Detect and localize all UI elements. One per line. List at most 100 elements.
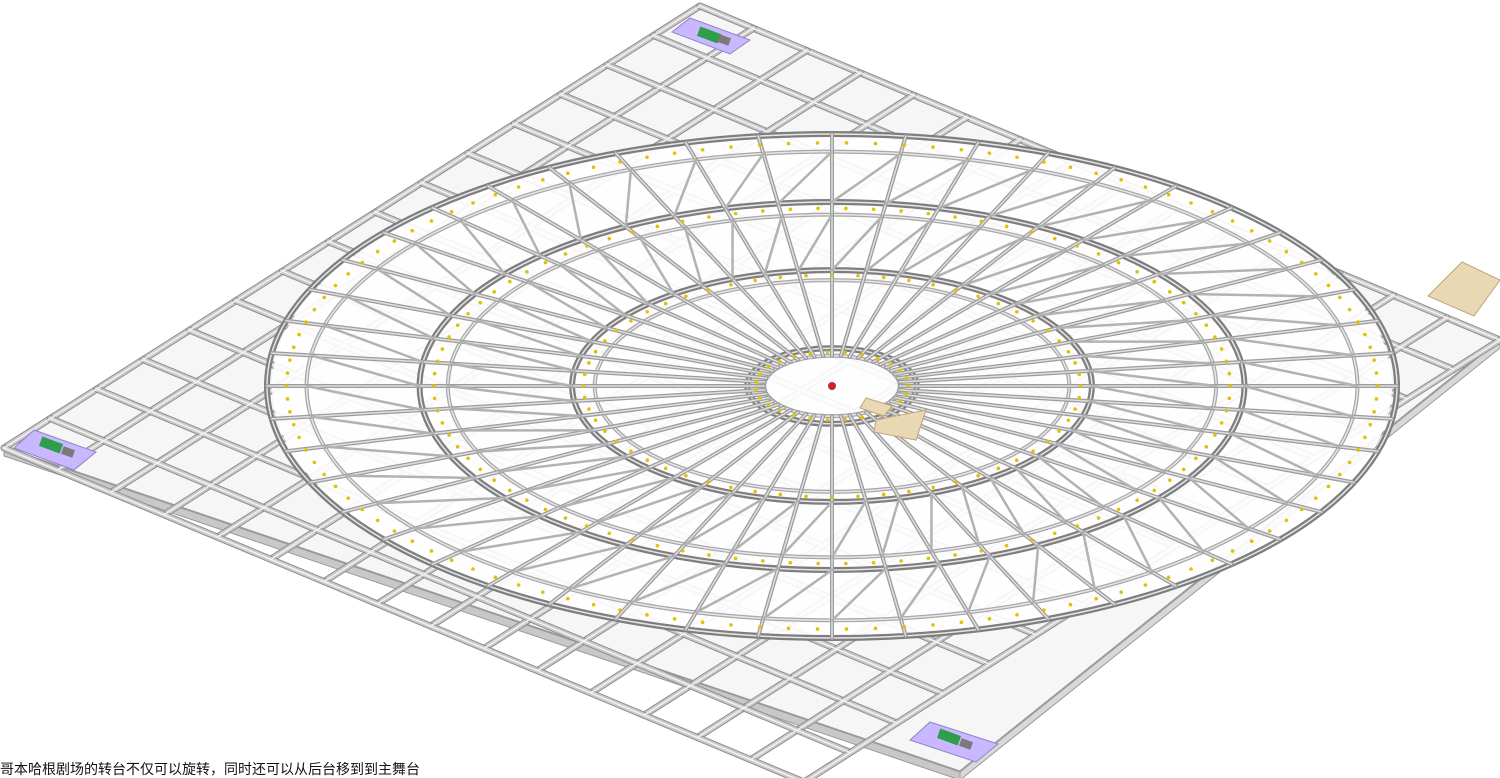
brace-beam <box>1229 432 1319 477</box>
spoke-beam-highlight <box>431 207 785 366</box>
spoke-beam-highlight <box>893 396 1355 484</box>
brace-beam <box>1014 466 1068 524</box>
bolt-marker <box>680 548 685 553</box>
bolt-marker <box>1077 395 1082 400</box>
bolt-marker <box>899 559 903 563</box>
bolt-marker <box>1204 444 1209 449</box>
bolt-marker <box>297 435 301 440</box>
hub-marker <box>828 382 836 390</box>
bolt-marker <box>680 219 685 224</box>
brace-beam <box>762 568 834 620</box>
bolt-marker <box>1356 448 1360 452</box>
bolt-marker <box>1337 472 1342 477</box>
bolt-marker <box>898 368 902 373</box>
brace-beam <box>475 442 609 453</box>
drive-unit-icon <box>13 429 98 471</box>
bolt-marker <box>288 410 292 414</box>
bolt-marker <box>631 230 635 234</box>
bolt-marker <box>856 494 860 499</box>
bolt-marker <box>1224 359 1229 364</box>
bolt-marker <box>1372 358 1376 362</box>
spoke-beam-highlight <box>341 259 775 372</box>
bolt-marker <box>778 275 783 280</box>
bolt-marker <box>1267 529 1272 533</box>
bolt-marker <box>1227 396 1232 401</box>
spoke-beam-highlight <box>757 135 824 357</box>
brace-beam <box>780 500 834 558</box>
bolt-marker <box>663 301 668 306</box>
brace-beam <box>1088 399 1205 432</box>
bolt-marker <box>758 372 763 377</box>
bolt-marker <box>860 352 865 357</box>
brace-beam <box>1081 530 1096 591</box>
bolt-marker <box>844 206 848 211</box>
spoke-beam-highlight <box>857 152 1049 359</box>
spoke-beam-highlight <box>898 389 1393 420</box>
bolt-marker <box>1213 433 1217 437</box>
bolt-marker <box>1210 558 1215 563</box>
brace-beam <box>1239 408 1341 448</box>
bolt-marker <box>931 485 935 490</box>
bolt-marker <box>1326 283 1331 288</box>
bolt-marker <box>1363 435 1367 440</box>
bolt-marker <box>875 356 880 361</box>
spoke-beam-highlight <box>865 411 1116 605</box>
spoke-beam-highlight <box>685 414 816 631</box>
spoke-beam-highlight <box>341 400 775 513</box>
spoke-beam-highlight <box>487 409 792 587</box>
bolt-marker <box>1042 160 1046 164</box>
spoke-beam-highlight <box>896 393 1379 452</box>
bolt-marker <box>543 507 548 512</box>
spoke-beam-highlight <box>885 231 1281 369</box>
bolt-marker <box>844 627 849 631</box>
bolt-marker <box>645 458 650 462</box>
bolt-marker <box>1078 384 1083 388</box>
bolt-marker <box>792 413 796 418</box>
bolt-marker <box>808 351 812 356</box>
bolt-marker <box>1094 596 1098 601</box>
spoke-beam-highlight <box>487 185 792 363</box>
bolt-marker <box>1031 449 1035 453</box>
bolt-marker <box>1210 209 1215 214</box>
bolt-marker <box>976 294 980 299</box>
brace-beam <box>864 219 933 273</box>
bolt-marker <box>792 354 796 359</box>
bolt-marker <box>1015 155 1019 160</box>
brace-beam <box>498 455 628 473</box>
brace-beam <box>1014 280 1139 306</box>
brace-beam <box>683 226 704 287</box>
bolt-marker <box>322 295 327 300</box>
bolt-marker <box>614 439 619 444</box>
bolt-marker <box>766 402 771 407</box>
bolt-marker <box>856 273 860 278</box>
spoke-beam-highlight <box>548 411 799 605</box>
bolt-marker <box>902 143 907 147</box>
bolt-marker <box>871 560 876 565</box>
brace-beam <box>830 214 884 272</box>
brace-beam <box>884 158 970 205</box>
bolt-marker <box>672 151 677 155</box>
bolt-marker <box>777 408 782 413</box>
bolt-marker <box>953 215 957 219</box>
bolt-marker <box>297 332 301 337</box>
bolt-marker <box>898 399 902 404</box>
spoke-beam-highlight <box>879 406 1233 565</box>
brace-beam <box>988 181 1096 218</box>
bolt-marker <box>1299 260 1304 265</box>
brace-beam <box>776 150 834 205</box>
brace-beam <box>345 474 477 480</box>
bolt-marker <box>757 143 762 147</box>
brace-beam <box>930 236 1026 281</box>
brace-beam <box>1243 384 1355 418</box>
bolt-marker <box>786 141 791 146</box>
brace-beam <box>898 226 981 276</box>
bolt-marker <box>1181 467 1186 472</box>
bolt-marker <box>1045 328 1050 333</box>
bolt-marker <box>584 244 589 248</box>
brace-beam <box>1122 514 1154 574</box>
bolt-marker <box>614 328 619 333</box>
bolt-marker <box>1073 407 1077 411</box>
brace-beam <box>830 567 888 622</box>
bolt-markers <box>284 141 1380 631</box>
